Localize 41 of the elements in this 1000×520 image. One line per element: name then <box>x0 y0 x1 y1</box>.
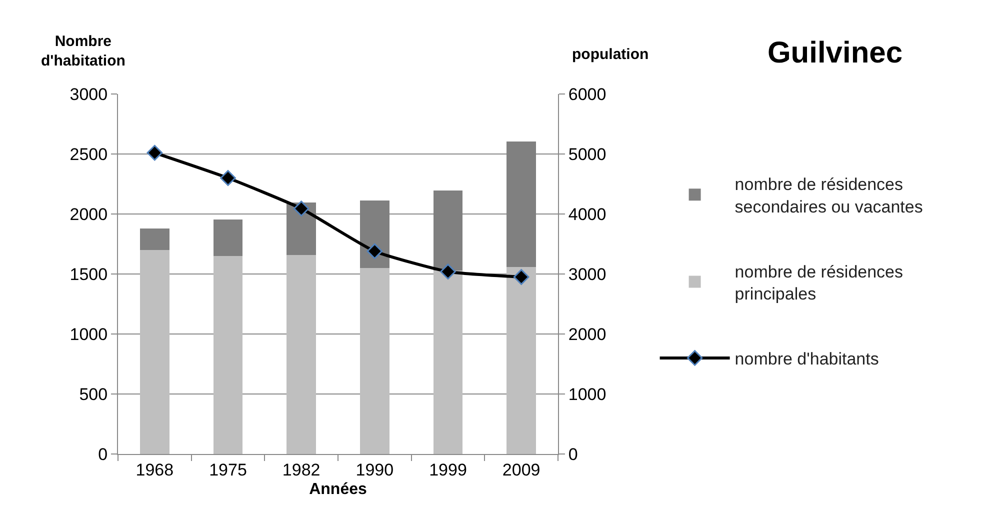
x-axis-title: Années <box>309 481 367 498</box>
x-tick-label: 2009 <box>502 460 540 480</box>
point <box>146 144 163 161</box>
y2-tick-label: 3000 <box>568 264 606 284</box>
y-tick-label: 0 <box>98 444 108 464</box>
x-tick-label: 1990 <box>356 460 394 480</box>
y2-tick-label: 0 <box>568 444 578 464</box>
y-tick-label: 2000 <box>70 204 108 224</box>
text: Guilvinec <box>767 36 903 70</box>
bar <box>286 254 316 454</box>
x-tick-label: 1975 <box>209 460 247 480</box>
bar <box>506 266 536 454</box>
point <box>220 170 236 186</box>
legend-label: nombre d'habitants <box>734 350 879 369</box>
y2-tick-label: 6000 <box>568 84 606 104</box>
y-tick-label: 1000 <box>70 324 108 344</box>
y-tick-label: 1500 <box>70 264 108 284</box>
bar <box>140 250 170 454</box>
x-tick-label: 1982 <box>282 460 320 480</box>
legend-label: nombre de résidences secondaires ou vacantes <box>734 175 923 216</box>
bar <box>360 268 390 454</box>
bar <box>213 256 243 454</box>
y-axis-title: Nombre d'habitation <box>41 33 126 70</box>
point <box>440 264 456 280</box>
bar <box>213 219 243 256</box>
y2-tick-label: 4000 <box>568 204 606 224</box>
bar <box>433 270 463 454</box>
y2-tick-label: 5000 <box>568 144 606 164</box>
point <box>293 200 310 216</box>
y2-axis-title: population <box>572 46 649 63</box>
y2-tick-label: 2000 <box>568 324 606 344</box>
y2-tick-label: 1000 <box>568 384 606 404</box>
point <box>513 269 530 285</box>
bar <box>140 228 170 250</box>
y-tick-label: 3000 <box>70 84 108 104</box>
y-tick-label: 500 <box>79 384 108 404</box>
point <box>366 243 383 260</box>
legend-label: nombre de résidences principales <box>734 262 904 304</box>
x-tick-label: 1968 <box>136 460 174 480</box>
x-tick-label: 1999 <box>429 460 467 480</box>
y-tick-label: 2500 <box>70 144 108 164</box>
